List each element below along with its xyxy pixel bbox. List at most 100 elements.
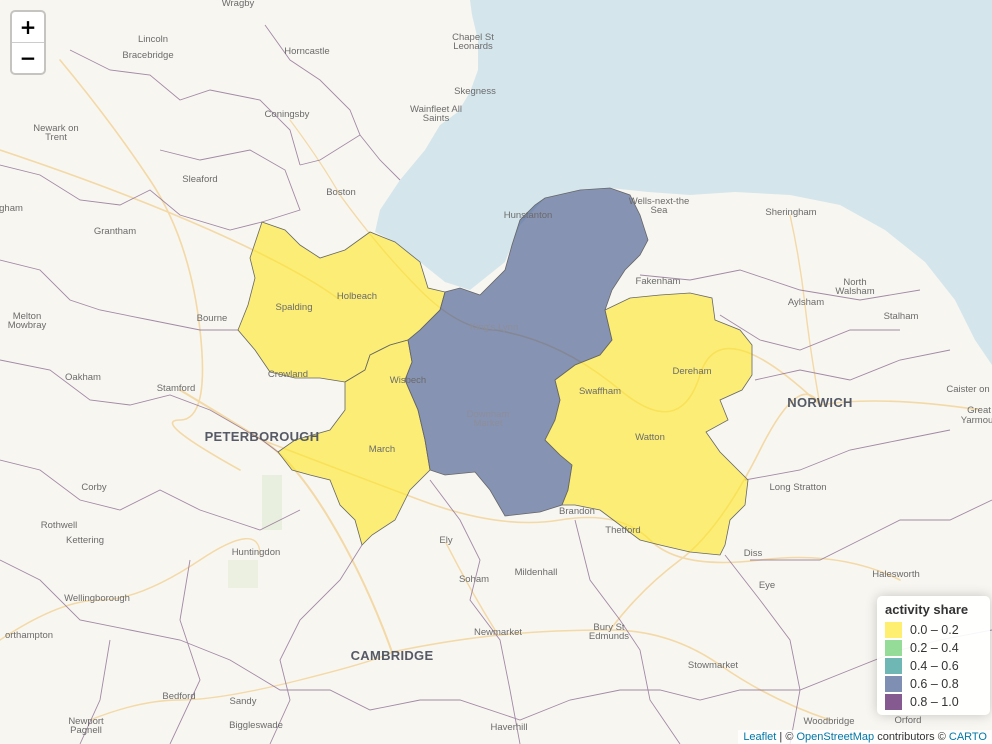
place-label: Huntingdon bbox=[232, 547, 281, 558]
legend-item: 0.0 – 0.2 bbox=[885, 621, 982, 639]
place-label: Trent bbox=[45, 132, 67, 143]
place-label: CAMBRIDGE bbox=[351, 648, 434, 663]
place-label: Bury St bbox=[593, 622, 625, 633]
place-label: Yarmou bbox=[961, 415, 992, 426]
place-label: Chapel St bbox=[452, 32, 494, 43]
place-label: Rothwell bbox=[41, 520, 77, 531]
place-label: Long Stratton bbox=[769, 482, 826, 493]
legend-swatch bbox=[885, 694, 902, 710]
place-label: Sleaford bbox=[182, 174, 217, 185]
place-label: Crowland bbox=[268, 369, 308, 380]
place-label: King's Lynn bbox=[470, 322, 518, 333]
legend-label: 0.0 – 0.2 bbox=[910, 623, 959, 637]
place-label: Hunstanton bbox=[504, 210, 553, 221]
place-label: Stalham bbox=[884, 311, 919, 322]
place-label: March bbox=[369, 444, 395, 455]
place-label: Holbeach bbox=[337, 291, 377, 302]
place-label: Stamford bbox=[157, 383, 196, 394]
place-label: Corby bbox=[81, 482, 107, 493]
legend-item: 0.8 – 1.0 bbox=[885, 693, 982, 711]
place-label: Bracebridge bbox=[122, 50, 173, 61]
place-label: Eye bbox=[759, 580, 775, 591]
place-label: PETERBOROUGH bbox=[205, 429, 320, 444]
place-label: Newport bbox=[68, 716, 104, 727]
place-label: Skegness bbox=[454, 86, 496, 97]
place-label: Watton bbox=[635, 432, 665, 443]
place-label: Wellingborough bbox=[64, 593, 130, 604]
place-label: orthampton bbox=[5, 630, 53, 641]
place-label: Melton bbox=[13, 311, 42, 322]
place-label: Ely bbox=[439, 535, 452, 546]
place-label: Edmunds bbox=[589, 631, 629, 642]
place-label: Aylsham bbox=[788, 297, 824, 308]
place-label: Halesworth bbox=[872, 569, 920, 580]
place-label: North bbox=[843, 277, 866, 288]
zoom-control: + − bbox=[10, 10, 46, 75]
region-breckland[interactable] bbox=[544, 292, 753, 556]
place-label: Spalding bbox=[276, 302, 313, 313]
place-label: Newmarket bbox=[474, 627, 522, 638]
place-label: Walsham bbox=[835, 286, 874, 297]
region-kings-lynn-west-norfolk[interactable] bbox=[404, 187, 649, 517]
legend-label: 0.4 – 0.6 bbox=[910, 659, 959, 673]
place-label: Diss bbox=[744, 548, 763, 559]
place-label: Great bbox=[967, 405, 991, 416]
place-label: Stowmarket bbox=[688, 660, 739, 671]
legend: activity share 0.0 – 0.2 0.2 – 0.4 0.4 – 0… bbox=[877, 596, 990, 715]
place-label: Mildenhall bbox=[515, 567, 558, 578]
place-label: Brandon bbox=[559, 506, 595, 517]
place-label: Coningsby bbox=[265, 109, 310, 120]
zoom-in-button[interactable]: + bbox=[19, 15, 37, 39]
attribution: Leaflet | © OpenStreetMap contributors ©… bbox=[738, 730, 992, 744]
place-label: Kettering bbox=[66, 535, 104, 546]
legend-swatch bbox=[885, 622, 902, 638]
place-label: Boston bbox=[326, 187, 356, 198]
place-label: Sandy bbox=[230, 696, 257, 707]
place-label: Leonards bbox=[453, 41, 493, 52]
legend-swatch bbox=[885, 658, 902, 674]
place-label: Horncastle bbox=[284, 46, 329, 57]
carto-link[interactable]: CARTO bbox=[948, 731, 987, 743]
legend-item: 0.4 – 0.6 bbox=[885, 657, 982, 675]
place-label: Woodbridge bbox=[803, 716, 854, 727]
place-label: Pagnell bbox=[70, 725, 102, 736]
legend-swatch bbox=[885, 640, 902, 656]
place-label: Orford bbox=[895, 715, 922, 726]
place-label: NORWICH bbox=[787, 395, 852, 410]
sea bbox=[375, 0, 992, 365]
zoom-out-button[interactable]: − bbox=[12, 42, 44, 73]
place-label: Market bbox=[473, 418, 502, 429]
place-label: Wragby bbox=[222, 0, 255, 9]
place-label: Sheringham bbox=[765, 207, 816, 218]
choropleth-layer bbox=[237, 187, 753, 556]
place-label: Lincoln bbox=[138, 34, 168, 45]
place-label: Mowbray bbox=[8, 320, 47, 331]
place-label: Saints bbox=[423, 113, 450, 124]
osm-link[interactable]: OpenStreetMap bbox=[796, 731, 875, 743]
legend-label: 0.8 – 1.0 bbox=[910, 695, 959, 709]
admin-borders bbox=[0, 24, 992, 744]
place-label: Soham bbox=[459, 574, 489, 585]
place-label: Wells-next-the bbox=[629, 196, 690, 207]
place-label: Downham bbox=[467, 409, 510, 420]
leaflet-link[interactable]: Leaflet bbox=[743, 731, 777, 743]
legend-label: 0.6 – 0.8 bbox=[910, 677, 959, 691]
place-label: Newark on bbox=[33, 123, 78, 134]
attribution-separator: | © bbox=[776, 731, 797, 743]
place-label: Thetford bbox=[605, 525, 640, 536]
legend-item: 0.2 – 0.4 bbox=[885, 639, 982, 657]
legend-item: 0.6 – 0.8 bbox=[885, 675, 982, 693]
place-label: Bourne bbox=[197, 313, 228, 324]
place-label: Biggleswade bbox=[229, 720, 283, 731]
place-label: Sea bbox=[651, 205, 669, 216]
legend-label: 0.2 – 0.4 bbox=[910, 641, 959, 655]
place-label: Caister on bbox=[946, 384, 989, 395]
place-label: Haverhill bbox=[491, 722, 528, 733]
place-label: Grantham bbox=[94, 226, 136, 237]
legend-swatch bbox=[885, 676, 902, 692]
place-label: Oakham bbox=[65, 372, 101, 383]
legend-title: activity share bbox=[885, 602, 969, 617]
attribution-text: contributors © bbox=[874, 731, 949, 743]
